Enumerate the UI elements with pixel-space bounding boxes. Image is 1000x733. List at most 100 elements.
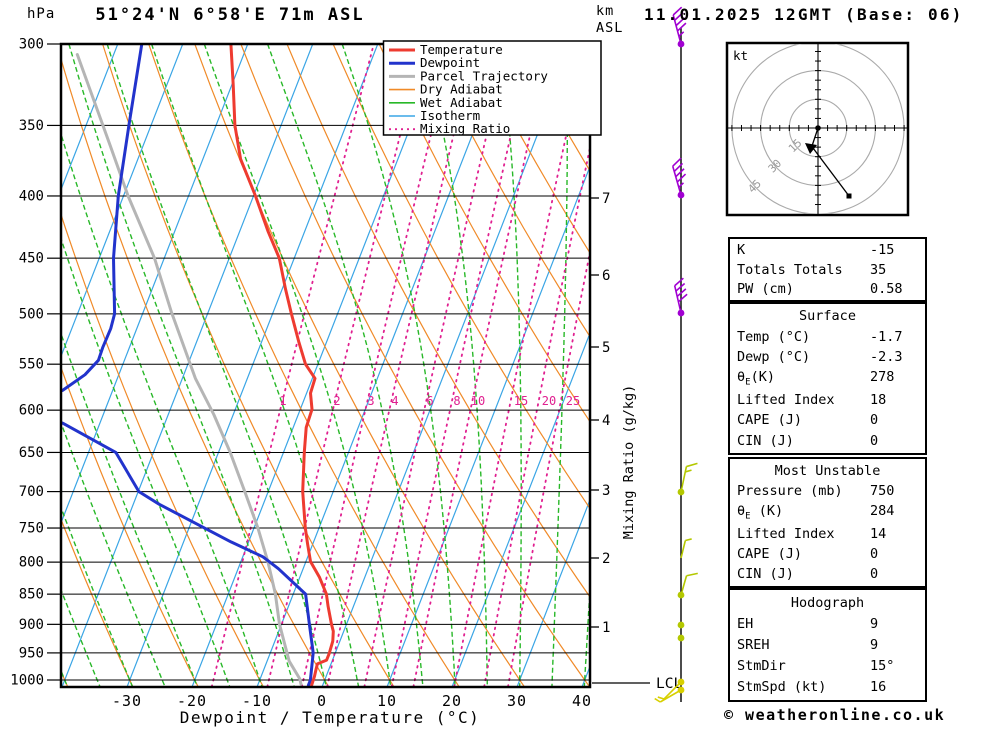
wet-adiabat-line	[61, 131, 263, 687]
asl-unit: ASL	[596, 20, 624, 36]
km-tick-label: 7	[602, 191, 610, 207]
mixing-ratio-line	[210, 44, 375, 687]
isotherm-line	[61, 44, 249, 525]
wind-barb-staff	[680, 466, 688, 493]
panel-row-value: 9	[870, 637, 879, 653]
temp-tick-label: 0	[317, 692, 327, 710]
isotherm-line	[61, 44, 184, 358]
dry-adiabat-line	[240, 44, 590, 687]
mixing-ratio-line	[453, 44, 587, 687]
panel-row-value: -1.7	[870, 328, 903, 345]
wet-adiabat-line	[61, 236, 231, 687]
panel-row: θE (K) 284	[730, 503, 925, 522]
panel-row: CIN (J) 0	[730, 433, 925, 449]
legend-label: Mixing Ratio	[420, 121, 510, 136]
wind-barb-staff	[663, 681, 682, 700]
km-tick-label: 2	[602, 551, 610, 567]
panel-row-value: 284	[870, 503, 895, 520]
panel-row-label: EH	[737, 616, 754, 632]
temp-tick-label: -10	[242, 692, 272, 710]
panel-row: SREH 9	[730, 637, 925, 653]
wind-barb-full	[686, 462, 698, 468]
hodograph-center-dot	[815, 125, 821, 131]
hodograph-trace	[811, 127, 819, 147]
mixing-ratio-value-label: 2	[333, 394, 340, 408]
wind-barb-full	[672, 157, 682, 167]
pressure-tick-label: 700	[19, 484, 44, 500]
wind-barb	[677, 634, 685, 642]
wind-barb	[677, 462, 698, 496]
legend-label: Wet Adiabat	[420, 95, 503, 110]
panel-row-value: -15	[870, 242, 895, 259]
mixing-ratio-value-label: 4	[391, 394, 398, 408]
mixing-ratio-labels-group: 1 2 3 4 6 8 10 15 20 25	[279, 394, 580, 408]
mixing-ratio-line	[390, 44, 533, 687]
mixing-ratio-value-label: 3	[367, 394, 374, 408]
wind-barb-dot	[677, 621, 685, 629]
legend-label: Dry Adiabat	[420, 82, 503, 97]
wind-barb-dot	[677, 634, 685, 642]
mixing-ratio-value-label: 8	[453, 394, 460, 408]
panel-row: K -15	[730, 242, 925, 258]
wet-adiabat-line	[61, 331, 199, 687]
wind-barb-dot	[677, 40, 685, 48]
panel-row-label: Temp (°C)	[737, 328, 811, 345]
km-tick-label: 1	[602, 620, 610, 636]
panel-row: Totals Totals 35	[730, 262, 925, 278]
panel-row: EH 9	[730, 616, 925, 632]
mixing-ratio-value-label: 10	[471, 394, 485, 408]
panel-row: Pressure (mb) 750	[730, 483, 925, 499]
wind-barb-full	[672, 6, 683, 16]
dewpoint-curve	[61, 44, 315, 687]
pressure-tick-label: 750	[19, 521, 44, 537]
panel-row-label: StmSpd (kt)	[737, 679, 827, 695]
mixing-ratio-value-label: 20	[542, 394, 556, 408]
panel-row: Lifted Index 14	[730, 526, 925, 542]
mixing-ratio-line	[300, 44, 454, 687]
temp-tick-label: 20	[442, 692, 462, 710]
panel-row-label: Pressure (mb)	[737, 483, 843, 500]
wind-barb-half	[685, 469, 692, 473]
pressure-tick-label: 400	[19, 188, 44, 204]
km-tick-label: 3	[602, 483, 610, 499]
panel-row-value: 0	[870, 412, 879, 429]
wind-barb-full	[674, 11, 684, 21]
hodograph-arrowhead	[805, 143, 817, 154]
plot-border	[59, 42, 592, 689]
wet-adiabat-line	[203, 44, 392, 687]
temp-tick-label: 30	[507, 692, 527, 710]
wet-adiabat-line	[583, 577, 590, 687]
sounding-curves	[61, 44, 335, 687]
pressure-axis-unit: hPa	[27, 6, 56, 22]
pressure-tick-label: 800	[19, 555, 44, 571]
panel-row-value: 35	[870, 261, 887, 278]
wind-barb	[654, 686, 685, 703]
wind-barb	[677, 621, 685, 629]
pressure-tick-label: 650	[19, 445, 44, 461]
wind-barb-full	[686, 572, 698, 577]
km-tick-label: 4	[602, 413, 610, 429]
panel-row-value: 750	[870, 483, 895, 500]
copyright: © weatheronline.co.uk	[724, 706, 946, 724]
wind-barb-full	[677, 293, 688, 303]
temp-tick-label: -20	[177, 692, 207, 710]
dry-adiabat-line	[61, 212, 265, 687]
mixing-ratio-value-label: 6	[426, 394, 433, 408]
wind-barb	[672, 6, 687, 48]
panel-row: Dewp (°C) -2.3	[730, 349, 925, 365]
wind-barb-full	[676, 22, 687, 32]
pressure-tick-label: 300	[19, 37, 44, 53]
wet-adiabat-line	[422, 44, 489, 687]
panel-row-label: StmDir	[737, 658, 786, 674]
legend-label: Parcel Trajectory	[420, 68, 548, 83]
legend-label: Temperature	[420, 42, 503, 57]
hodograph-unit-label: kt	[733, 48, 748, 63]
panel-row-value: 278	[870, 369, 895, 386]
mixing-ratio-value-label: 1	[279, 394, 286, 408]
wind-barb-half	[654, 697, 661, 703]
pressure-tick-label: 900	[19, 617, 44, 633]
dry-adiabat-line	[332, 44, 590, 510]
